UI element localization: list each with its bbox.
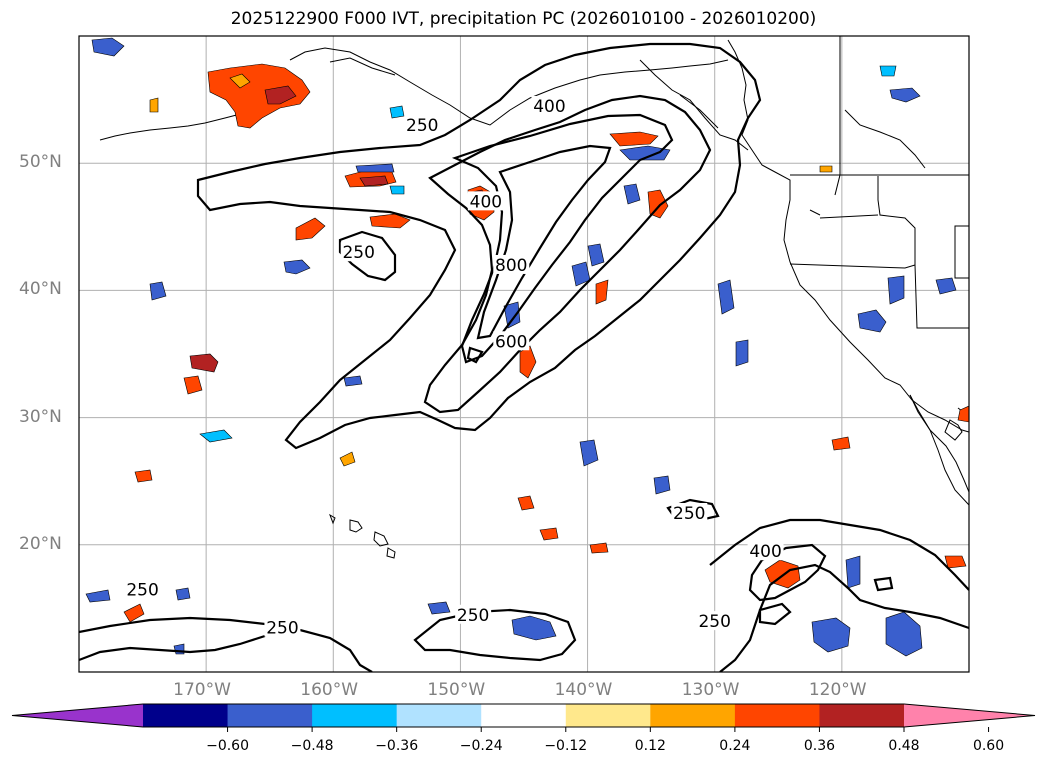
- ivt-contour-label-bg-6: [671, 503, 708, 522]
- ivt-contour-label-bg-7: [747, 541, 784, 561]
- ivt-contours: [79, 42, 969, 672]
- ivt-contour-label-bg-2: [467, 191, 504, 211]
- colorbar-segment-3: [312, 704, 398, 727]
- colorbar-tick-label-8: 0.48: [888, 738, 920, 754]
- ivt-contour-label-9: 250: [266, 618, 298, 638]
- ivt-contour-label-bg-1: [531, 95, 568, 115]
- colorbar-segment-7: [650, 704, 736, 727]
- latitude-label-3: 20°N: [19, 533, 62, 554]
- colorbar-tick-label-5: 0.12: [634, 738, 666, 754]
- colorbar-outline: [11, 703, 1036, 728]
- colorbar-tick-label-2: −0.36: [375, 738, 419, 754]
- colorbar-segment-5: [481, 704, 567, 727]
- latitude-label-1: 40°N: [19, 279, 62, 300]
- ivt-contour-250-south: [79, 616, 373, 672]
- ivt-contour-label-bg-10: [455, 604, 492, 624]
- colorbar: [11, 703, 1036, 732]
- colorbar-tick-label-1: −0.48: [290, 738, 334, 754]
- ivt-contour-400: [423, 94, 712, 414]
- ivt-contour-label-4: 800: [495, 256, 527, 276]
- longitude-label-4: 130°W: [681, 680, 740, 700]
- ivt-contour-label-0: 250: [406, 116, 438, 136]
- gridlines: [79, 36, 969, 672]
- ivt-contour-label-bg-9: [264, 617, 301, 637]
- longitude-label-0: 170°W: [173, 680, 231, 700]
- colorbar-tick-label-7: 0.36: [803, 738, 836, 754]
- ivt-contour-label-bg-3: [340, 242, 377, 262]
- ivt-contour-800: [476, 144, 612, 340]
- ivt-contour-label-bg-0: [404, 115, 441, 135]
- ivt-contour-250-main: [196, 42, 762, 450]
- map-area: 250 400 400 250 800 600 250 400 250 250 250 250: [79, 36, 969, 672]
- longitude-label-2: 150°W: [427, 680, 486, 700]
- colorbar-segment-1: [143, 704, 229, 727]
- colorbar-tick-label-6: 0.24: [719, 738, 751, 754]
- longitude-label-5: 120°W: [808, 680, 867, 700]
- colorbar-segment-6: [565, 704, 651, 727]
- ivt-contour-label-bg-4: [493, 254, 530, 274]
- ivt-contour-label-1: 400: [533, 97, 565, 117]
- colorbar-segment-4: [396, 704, 482, 727]
- ivt-contour-250-southeast: [709, 518, 969, 591]
- ivt-contour-label-2: 400: [470, 192, 502, 212]
- ivt-contour-label-3: 250: [342, 243, 374, 263]
- colorbar-tick-label-4: −0.12: [544, 738, 588, 754]
- precipitation-pc-fills: [85, 37, 969, 657]
- latitude-label-2: 30°N: [19, 406, 62, 427]
- ivt-contour-label-10: 250: [457, 606, 489, 626]
- ivt-contour-label-5: 600: [495, 332, 527, 352]
- ivt-contour-labels: 250 400 400 250 800 600 250 400 250 250 250 250: [124, 95, 784, 638]
- ivt-contour-label-8: 250: [126, 580, 158, 600]
- longitude-label-1: 160°W: [300, 680, 359, 700]
- ivt-contour-label-7: 400: [749, 542, 781, 562]
- colorbar-tick-label-0: −0.60: [206, 738, 249, 754]
- colorbar-tick-label-9: 0.60: [972, 738, 1005, 754]
- colorbar-segment-9: [819, 704, 905, 727]
- ivt-contour-label-11: 250: [698, 612, 730, 632]
- ivt-contour-label-bg-5: [493, 331, 530, 351]
- latitude-label-0: 50°N: [19, 152, 62, 173]
- colorbar-extend-low: [12, 704, 143, 727]
- colorbar-segment-8: [734, 704, 820, 727]
- ivt-contour-400-southeast: [748, 543, 827, 602]
- colorbar-tick-label-3: −0.24: [459, 738, 503, 754]
- map-frame: [78, 35, 970, 673]
- figure-title: 2025122900 F000 IVT, precipitation PC (2…: [230, 9, 817, 29]
- ivt-contour-label-bg-11: [696, 611, 733, 631]
- ivt-contour-label-bg-8: [124, 579, 161, 599]
- colorbar-segment-2: [227, 704, 313, 727]
- colorbar-extend-high: [904, 704, 1035, 727]
- ivt-contour-label-6: 250: [673, 504, 705, 524]
- longitude-label-3: 140°W: [554, 680, 613, 700]
